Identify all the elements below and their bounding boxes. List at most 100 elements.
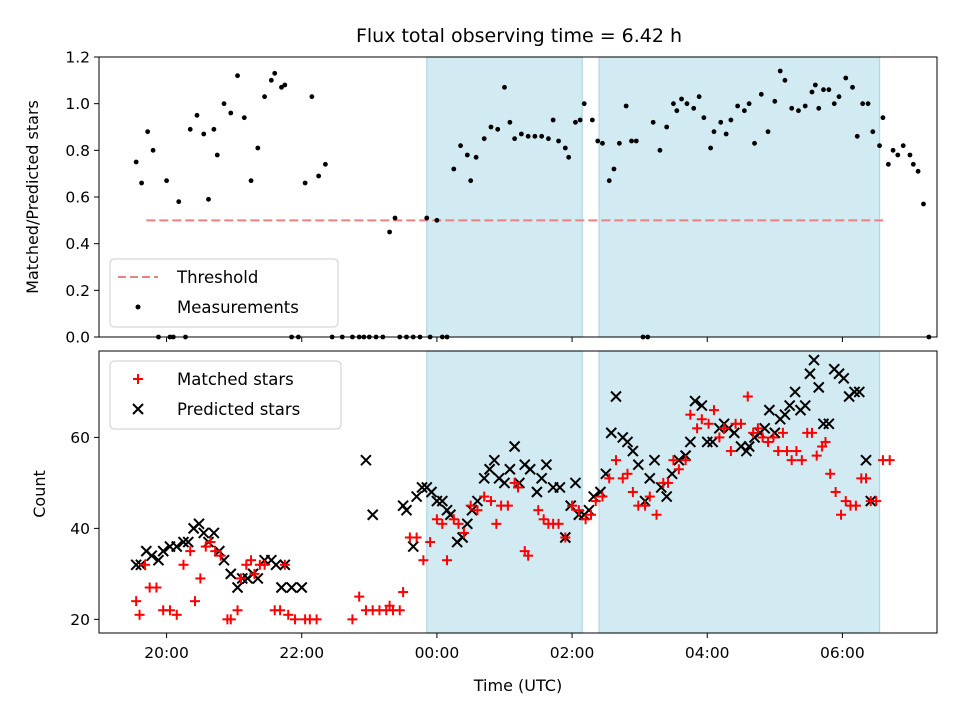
measurement-point	[262, 94, 267, 100]
legend-threshold-label: Threshold	[176, 268, 258, 287]
predicted-star-marker	[605, 427, 617, 439]
matched-star-marker	[680, 455, 691, 466]
matched-star-marker	[131, 596, 142, 607]
matched-star-marker	[651, 509, 662, 520]
matched-star-marker	[719, 423, 730, 434]
legend-matched-label: Matched stars	[177, 370, 294, 389]
measurement-point	[679, 96, 684, 102]
measurement-point	[214, 152, 220, 158]
predicted-star-marker	[524, 463, 536, 475]
matched-star-marker	[538, 514, 549, 525]
top-y-axis-label: Matched/Predicted stars	[23, 100, 42, 294]
measurement-point	[880, 115, 886, 121]
predicted-star-markers	[130, 354, 877, 594]
x-tick-label: 00:00	[415, 644, 460, 662]
matched-star-marker	[485, 496, 496, 507]
matched-star-marker	[210, 546, 221, 557]
matched-star-marker	[465, 500, 476, 511]
measurement-point	[279, 84, 284, 90]
predicted-star-marker	[587, 490, 600, 503]
matched-star-marker	[685, 409, 696, 420]
predicted-star-marker	[569, 477, 582, 489]
matched-star-marker	[347, 614, 358, 625]
measurement-point	[512, 136, 518, 142]
predicted-star-marker	[706, 436, 719, 448]
measurement-point	[623, 103, 629, 109]
measurement-point	[772, 98, 778, 104]
measurement-point	[458, 143, 463, 149]
measurement-point	[255, 145, 261, 151]
predicted-star-marker	[130, 559, 142, 571]
measurement-point	[765, 129, 771, 135]
measurement-point	[860, 101, 866, 107]
legend-matched-swatch	[133, 374, 143, 384]
predicted-star-marker	[171, 540, 183, 553]
predicted-star-marker	[366, 509, 379, 521]
matched-star-marker	[472, 505, 483, 516]
measurement-point	[539, 133, 545, 139]
matched-star-marker	[692, 423, 703, 434]
predicted-star-marker	[644, 472, 656, 485]
measurement-point	[865, 101, 871, 107]
predicted-star-marker	[461, 518, 474, 530]
measurement-point	[322, 161, 328, 167]
measurement-point	[392, 215, 398, 221]
measurement-point	[606, 178, 612, 184]
predicted-star-marker	[157, 545, 169, 557]
x-tick-label: 02:00	[550, 644, 595, 662]
top-y-tick-label: 0.8	[65, 142, 90, 160]
matched-star-marker	[768, 432, 779, 443]
predicted-star-marker	[684, 436, 697, 448]
matched-star-marker	[836, 509, 847, 520]
x-tick-label: 06:00	[820, 644, 865, 662]
measurement-point	[796, 108, 801, 114]
predicted-star-marker	[231, 581, 244, 594]
predicted-star-marker	[466, 504, 478, 516]
matched-star-marker	[185, 546, 196, 557]
predicted-star-marker	[285, 581, 298, 594]
measurement-point	[145, 129, 151, 135]
measurement-point	[595, 138, 601, 144]
predicted-star-marker	[789, 386, 801, 398]
matched-star-marker	[663, 477, 674, 488]
matched-star-marker	[311, 614, 322, 625]
predicted-star-marker	[483, 463, 496, 475]
matched-star-marker	[777, 427, 788, 438]
measurement-point	[900, 143, 906, 149]
measurement-point	[387, 229, 392, 235]
measurement-point	[272, 70, 278, 76]
matched-star-marker	[757, 432, 768, 443]
predicted-star-marker	[758, 422, 771, 435]
measurement-point	[821, 87, 826, 93]
predicted-star-marker	[804, 368, 816, 380]
matched-star-marker	[884, 455, 895, 466]
top-legend: Threshold Measurements	[109, 258, 339, 328]
matched-star-marker	[786, 455, 797, 466]
measurement-point	[701, 115, 707, 121]
top-y-tick-label: 0.6	[65, 189, 90, 207]
matched-star-marker	[861, 473, 872, 484]
matched-star-marker	[725, 446, 736, 457]
matched-star-marker	[523, 550, 534, 561]
measurement-point	[228, 110, 234, 116]
matched-star-marker	[354, 591, 365, 602]
matched-star-marker	[479, 491, 490, 502]
measurement-point	[758, 91, 764, 97]
matched-star-marker	[502, 500, 513, 511]
matched-star-marker	[752, 423, 763, 434]
measurement-point	[451, 166, 457, 172]
measurement-point	[488, 124, 494, 130]
x-axis-label: Time (UTC)	[473, 676, 562, 695]
predicted-star-marker	[779, 408, 791, 421]
predicted-star-marker	[540, 459, 553, 471]
measurement-point	[268, 77, 274, 83]
legend-predicted-swatch	[132, 403, 144, 415]
matched-star-marker	[560, 532, 571, 543]
matched-star-marker	[205, 537, 216, 548]
bottom-x-ticks: 20:00 22:00 00:00 02:00 04:00 06:00	[144, 633, 865, 662]
x-tick-label: 22:00	[279, 644, 324, 662]
measurement-point	[633, 138, 639, 144]
matched-star-marker	[458, 527, 469, 538]
measurement-point	[850, 84, 855, 90]
predicted-star-marker	[860, 454, 872, 466]
